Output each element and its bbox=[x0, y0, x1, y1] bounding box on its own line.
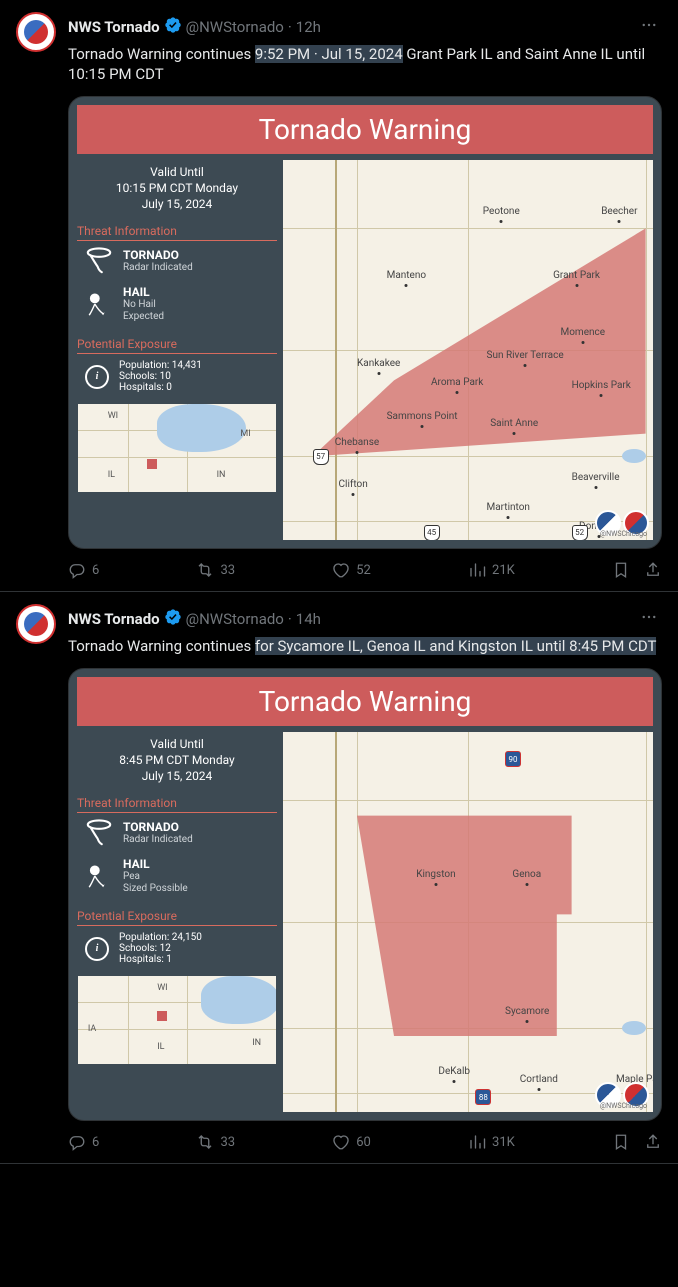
threat-hail: HAILPeaSized Possible bbox=[77, 857, 277, 895]
map-city-label: Saint Anne bbox=[490, 418, 538, 429]
threat-tornado: TORNADORadar Indicated bbox=[77, 247, 277, 275]
highway-shield: 52 bbox=[572, 525, 588, 540]
warning-banner: Tornado Warning bbox=[77, 677, 653, 726]
highway-shield: 45 bbox=[424, 525, 440, 540]
map-city-label: Kingston bbox=[416, 869, 455, 880]
map-city-label: Genoa bbox=[512, 869, 541, 880]
views-button[interactable]: 31K bbox=[468, 1133, 515, 1151]
tornado-icon bbox=[85, 247, 113, 275]
avatar[interactable] bbox=[16, 604, 56, 644]
threat-tornado: TORNADORadar Indicated bbox=[77, 819, 277, 847]
views-button[interactable]: 21K bbox=[468, 561, 515, 579]
info-icon: i bbox=[85, 365, 109, 389]
highway-shield: 57 bbox=[313, 449, 329, 465]
user-handle[interactable]: @NWStornado bbox=[186, 18, 284, 36]
reply-button[interactable]: 6 bbox=[68, 561, 99, 579]
warning-map: Peotone Beecher Manteno Grant Park Momence Su… bbox=[283, 160, 653, 540]
reply-button[interactable]: 6 bbox=[68, 1133, 99, 1151]
verified-badge-icon bbox=[164, 608, 182, 630]
tweet-text: Tornado Warning continues 9:52 PM · Jul … bbox=[68, 44, 662, 84]
user-handle[interactable]: @NWStornado bbox=[186, 610, 284, 628]
map-city-label: Manteno bbox=[387, 270, 427, 281]
tweet: NWS Tornado @NWStornado · 12h Tornado Wa… bbox=[0, 0, 678, 592]
map-city-label: Clifton bbox=[339, 479, 368, 490]
hail-icon bbox=[85, 862, 113, 890]
map-city-label: Chebanse bbox=[335, 437, 379, 448]
verified-badge-icon bbox=[164, 16, 182, 38]
map-city-label: Sun River Terrace bbox=[487, 350, 564, 361]
bookmark-button[interactable] bbox=[612, 561, 630, 579]
map-city-label: Momence bbox=[561, 327, 606, 338]
warning-card[interactable]: Tornado Warning Valid Until 10:15 PM CDT… bbox=[68, 96, 662, 549]
display-name[interactable]: NWS Tornado bbox=[68, 18, 160, 36]
more-button[interactable] bbox=[636, 604, 662, 634]
info-icon: i bbox=[85, 937, 109, 961]
map-city-label: Sammons Point bbox=[387, 411, 458, 422]
separator-dot: · bbox=[288, 18, 292, 36]
exposure-info: i Population: 14,431 Schools: 10 Hospita… bbox=[77, 360, 277, 393]
tweet: NWS Tornado @NWStornado · 14h Tornado Wa… bbox=[0, 592, 678, 1164]
valid-until-box: Valid Until 10:15 PM CDT Monday July 15,… bbox=[77, 160, 277, 220]
interstate-shield: 90 bbox=[505, 751, 521, 767]
threat-section-title: Threat Information bbox=[77, 796, 277, 813]
tweet-text: Tornado Warning continues for Sycamore I… bbox=[68, 636, 662, 656]
map-city-label: Hopkins Park bbox=[572, 380, 631, 391]
hail-icon bbox=[85, 290, 113, 318]
map-city-label: Beecher bbox=[601, 206, 637, 217]
timestamp[interactable]: 14h bbox=[296, 610, 321, 628]
separator-dot: · bbox=[288, 610, 292, 628]
more-button[interactable] bbox=[636, 12, 662, 42]
threat-hail: HAILNo HailExpected bbox=[77, 285, 277, 323]
map-city-label: Kankakee bbox=[357, 358, 400, 369]
map-city-label: Sycamore bbox=[505, 1006, 549, 1017]
tweet-actions: 6 33 52 21K bbox=[68, 561, 662, 579]
locator-map: WIMIILIN bbox=[77, 403, 277, 493]
map-city-label: Cortland bbox=[520, 1074, 558, 1085]
map-city-label: Aroma Park bbox=[431, 377, 483, 388]
exposure-section-title: Potential Exposure bbox=[77, 337, 277, 354]
map-city-label: Beaverville bbox=[572, 472, 620, 483]
map-attribution: @NWSChicago bbox=[600, 530, 647, 538]
warning-sidebar: Valid Until 10:15 PM CDT Monday July 15,… bbox=[77, 160, 277, 540]
like-button[interactable]: 52 bbox=[332, 561, 371, 579]
map-city-label: Peotone bbox=[483, 206, 520, 217]
share-button[interactable] bbox=[644, 561, 662, 579]
bookmark-button[interactable] bbox=[612, 1133, 630, 1151]
threat-section-title: Threat Information bbox=[77, 224, 277, 241]
warning-sidebar: Valid Until 8:45 PM CDT Monday July 15, … bbox=[77, 732, 277, 1112]
map-city-label: Grant Park bbox=[553, 270, 600, 281]
map-city-label: Martinton bbox=[487, 502, 530, 513]
map-city-label: DeKalb bbox=[438, 1066, 470, 1077]
tornado-icon bbox=[85, 819, 113, 847]
warning-banner: Tornado Warning bbox=[77, 105, 653, 154]
share-button[interactable] bbox=[644, 1133, 662, 1151]
locator-map: WIIAILIN bbox=[77, 975, 277, 1065]
retweet-button[interactable]: 33 bbox=[196, 1133, 235, 1151]
warning-map: KingstonGenoaSycamoreDeKalbCortlandMaple… bbox=[283, 732, 653, 1112]
tweet-actions: 6 33 60 31K bbox=[68, 1133, 662, 1151]
exposure-section-title: Potential Exposure bbox=[77, 909, 277, 926]
avatar[interactable] bbox=[16, 12, 56, 52]
like-button[interactable]: 60 bbox=[332, 1133, 371, 1151]
display-name[interactable]: NWS Tornado bbox=[68, 610, 160, 628]
map-attribution: @NWSChicago bbox=[600, 1102, 647, 1110]
interstate-shield: 88 bbox=[475, 1089, 491, 1105]
exposure-info: i Population: 24,150 Schools: 12 Hospita… bbox=[77, 932, 277, 965]
retweet-button[interactable]: 33 bbox=[196, 561, 235, 579]
timestamp[interactable]: 12h bbox=[296, 18, 321, 36]
warning-card[interactable]: Tornado Warning Valid Until 8:45 PM CDT … bbox=[68, 668, 662, 1121]
valid-until-box: Valid Until 8:45 PM CDT Monday July 15, … bbox=[77, 732, 277, 792]
